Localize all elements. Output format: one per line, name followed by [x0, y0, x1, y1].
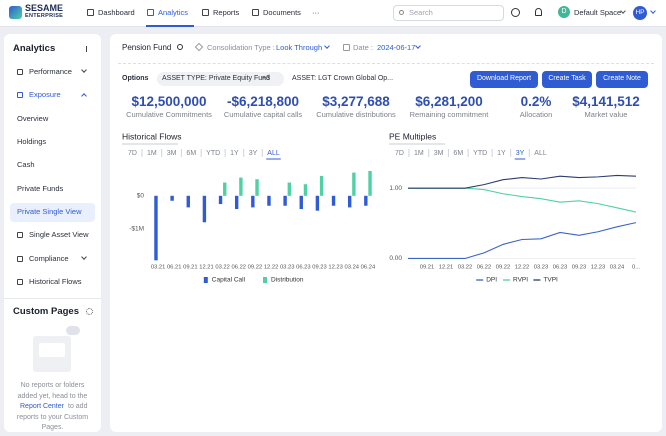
- logo-sub: ENTERPRISE: [25, 13, 64, 19]
- logo-mark: [9, 6, 22, 19]
- nav-icon: [252, 9, 259, 16]
- asset-type-more: +3: [262, 75, 270, 82]
- space-name[interactable]: Default Space: [574, 8, 622, 17]
- space-avatar: D: [558, 6, 570, 18]
- consolidation-label: Consolidation Type :: [207, 43, 275, 52]
- nav-icon: [87, 9, 94, 16]
- user-avatar[interactable]: HP: [633, 6, 647, 20]
- nav-item[interactable]: Dashboard: [98, 8, 135, 17]
- action-button[interactable]: [470, 71, 538, 88]
- gear-icon[interactable]: [86, 308, 93, 315]
- item-icon: [17, 278, 23, 285]
- item-icon: [17, 69, 23, 75]
- nav-item[interactable]: Analytics: [158, 8, 189, 17]
- nav-item[interactable]: ···: [312, 8, 320, 17]
- sidebar-item[interactable]: Private Single View: [17, 206, 82, 216]
- calendar-icon: [343, 44, 350, 51]
- kpi-value: -$6,218,800: [226, 94, 300, 109]
- consolidation-value[interactable]: Look Through: [276, 43, 323, 52]
- search-icon[interactable]: [177, 44, 183, 50]
- portfolio[interactable]: Pension Fund: [122, 43, 172, 52]
- sidebar-item[interactable]: Private Funds: [17, 183, 64, 193]
- kpi-value: $4,141,512: [572, 94, 640, 109]
- empty-text: reports to your Custom: [16, 413, 89, 421]
- action-button-label: Create Task: [548, 75, 586, 82]
- asset-type-chip[interactable]: [157, 72, 284, 86]
- kpi-label: Cumulative Commitments: [126, 110, 212, 119]
- search-placeholder: Search: [409, 8, 433, 17]
- sidebar-item[interactable]: Overview: [17, 113, 49, 123]
- sidebar-item[interactable]: Historical Flows: [29, 276, 82, 286]
- sidebar-title: Analytics: [13, 43, 56, 54]
- date-value[interactable]: 2024-06-17: [377, 43, 416, 52]
- asset-type: ASSET TYPE: Private Equity Fund: [162, 75, 270, 82]
- nav-icon: [202, 9, 209, 16]
- date-label: Date :: [353, 43, 374, 52]
- sidebar-item[interactable]: Holdings: [17, 136, 47, 146]
- sidebar-item[interactable]: Single Asset View: [29, 230, 89, 240]
- report-center-link[interactable]: Report Center: [20, 403, 64, 410]
- action-button[interactable]: [542, 71, 592, 88]
- nav-item[interactable]: Reports: [213, 8, 240, 17]
- sidebar-item[interactable]: Performance: [29, 67, 72, 76]
- empty-bubble: [66, 326, 80, 335]
- active-item-bg: [10, 202, 95, 222]
- asset[interactable]: ASSET: LGT Crown Global Op...: [292, 75, 394, 82]
- bell-icon[interactable]: [535, 8, 542, 16]
- sidebar-item[interactable]: Exposure: [29, 90, 61, 100]
- action-button-label: Create Note: [603, 75, 641, 82]
- help-icon[interactable]: [511, 8, 520, 17]
- sidebar-item[interactable]: Compliance: [29, 253, 69, 263]
- options-label: Options: [122, 75, 149, 82]
- empty-text: added yet, head to the: [17, 392, 88, 400]
- kpi-value: $12,500,000: [131, 94, 207, 109]
- kpi-label: Cumulative distributions: [316, 110, 396, 119]
- search-icon: [399, 10, 404, 15]
- empty-text: No reports or folders: [20, 382, 85, 389]
- nav-item[interactable]: Documents: [263, 8, 301, 17]
- item-icon: [17, 232, 23, 239]
- kpi-label: Market value: [584, 110, 628, 119]
- kpi-value: $6,281,200: [415, 94, 483, 109]
- logo-text: SESAME: [25, 3, 64, 13]
- nav-underline: [146, 25, 194, 27]
- kpi-label: Cumulative capital calls: [223, 110, 303, 119]
- item-icon: [17, 92, 23, 99]
- empty-text: Pages.: [41, 424, 64, 431]
- kpi-label: Remaining commitment: [409, 110, 489, 119]
- toolbar-divider: [118, 63, 654, 64]
- kpi-value: $3,277,688: [322, 94, 390, 109]
- top-bar: [0, 0, 666, 27]
- action-button[interactable]: [596, 71, 648, 88]
- collapse-icon[interactable]: [86, 46, 92, 52]
- sidebar-item[interactable]: Cash: [17, 160, 35, 170]
- nav-icon: [147, 9, 154, 16]
- kpi-label: Allocation: [519, 110, 553, 119]
- sidebar-divider: [4, 298, 101, 299]
- kpi-value: 0.2%: [520, 94, 552, 109]
- empty-text: to add: [68, 403, 88, 410]
- empty-card: [39, 343, 65, 357]
- search-box[interactable]: [393, 5, 504, 21]
- action-button-label: Download Report: [476, 75, 532, 82]
- custom-title: Custom Pages: [13, 306, 79, 317]
- item-icon: [17, 255, 23, 262]
